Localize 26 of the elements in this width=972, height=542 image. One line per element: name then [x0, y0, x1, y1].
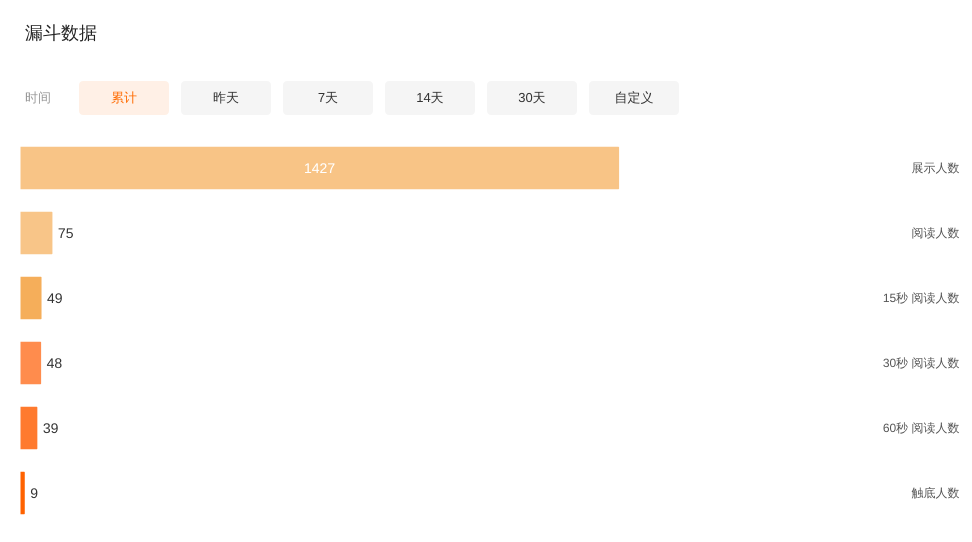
text: 7天 [283, 80, 373, 115]
text: 14天 [385, 80, 475, 115]
bar [20, 146, 620, 190]
bar [20, 342, 42, 384]
text: 累计 [79, 80, 169, 115]
data-label: 75 [58, 225, 74, 241]
y-tick-label: 展示人数 [912, 161, 960, 175]
bar [20, 472, 25, 514]
y-tick-label: 60秒 阅读人数 [882, 421, 960, 435]
text: 昨天 [181, 80, 271, 115]
text: 30天 [487, 80, 577, 115]
text: 自定义 [589, 80, 679, 115]
bar [20, 212, 52, 254]
data-label: 1427 [304, 160, 336, 176]
bar [20, 276, 42, 320]
text: 时间 [25, 90, 51, 105]
data-label: 49 [47, 290, 63, 306]
chart-title: 漏斗数据 [25, 22, 98, 45]
bar [20, 406, 38, 450]
y-tick-label: 30秒 阅读人数 [882, 356, 960, 370]
y-tick-label: 15秒 阅读人数 [882, 291, 960, 305]
y-tick-label: 阅读人数 [912, 226, 960, 240]
data-label: 9 [30, 485, 38, 501]
data-label: 39 [42, 420, 59, 436]
data-label: 48 [46, 355, 62, 371]
y-tick-label: 触底人数 [912, 486, 960, 500]
